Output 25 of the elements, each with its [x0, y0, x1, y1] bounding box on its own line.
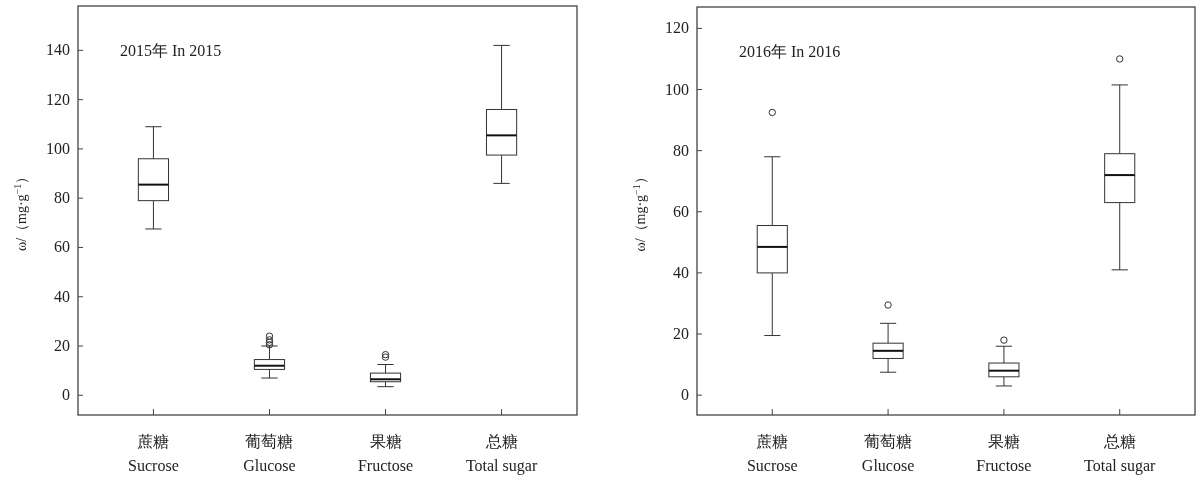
y-tick-label: 80	[54, 189, 70, 207]
x-tick-label: 葡萄糖 Glucose	[243, 433, 296, 474]
x-tick-label: 蔗糖 Sucrose	[128, 433, 179, 474]
y-tick-label: 120	[665, 19, 689, 37]
y-tick-label: 120	[46, 90, 70, 108]
y-tick-label: 80	[673, 141, 689, 159]
y-tick-label: 20	[54, 337, 70, 355]
y-tick-label: 0	[62, 386, 70, 404]
x-tick-label: 总糖 Total sugar	[1084, 433, 1157, 475]
x-tick-label: 果糖 Fructose	[976, 433, 1032, 474]
y-tick-label: 0	[681, 386, 689, 404]
annotation: 2016年 In 2016	[739, 43, 841, 60]
y-tick-label: 40	[673, 263, 689, 281]
y-tick-label: 20	[673, 325, 689, 343]
x-tick-label: 总糖 Total sugar	[465, 433, 538, 475]
y-tick-label: 40	[54, 287, 70, 305]
y-tick-label: 60	[54, 238, 70, 256]
x-tick-label: 果糖 Fructose	[357, 433, 414, 474]
y-tick-label: 100	[46, 139, 70, 157]
annotation: 2015年 In 2015	[120, 42, 222, 59]
y-tick-label: 100	[665, 80, 689, 98]
y-tick-label: 140	[46, 41, 70, 59]
x-tick-label: 蔗糖 Sucrose	[746, 433, 798, 474]
y-tick-label: 60	[673, 202, 689, 220]
x-tick-label: 葡萄糖 Glucose	[861, 433, 915, 474]
